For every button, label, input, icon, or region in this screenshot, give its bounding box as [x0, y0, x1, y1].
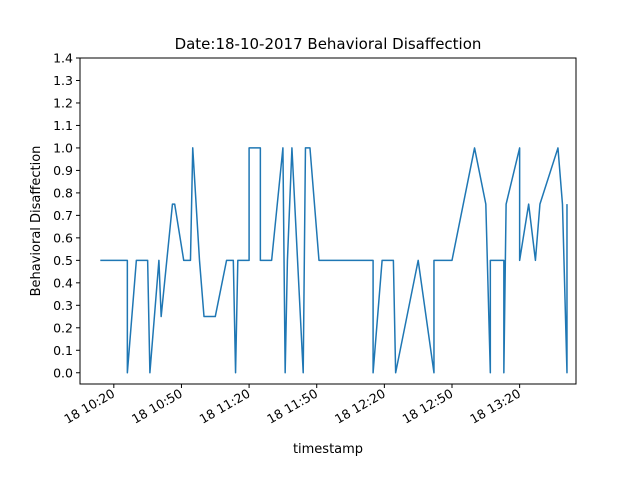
series-line: [100, 147, 568, 374]
y-axis: 0.0 0.1 0.2 0.3 0.4 0.5 0.6 0.7 0.8 0.9 1.0 1.1 1.2 1…: [53, 51, 80, 380]
y-tick-label: 1.2: [53, 95, 73, 110]
y-tick-label: 1.3: [53, 73, 73, 88]
plot-area: [100, 147, 568, 374]
y-tick-label: 0.8: [53, 185, 73, 200]
x-axis-label: timestamp: [293, 442, 363, 457]
y-tick-label: 0.1: [53, 343, 73, 358]
y-tick-label: 0.2: [53, 320, 73, 335]
y-tick-label: 0.7: [53, 208, 73, 223]
y-tick-label: 1.1: [53, 118, 73, 133]
chart-title: Date:18-10-2017 Behavioral Disaffection: [175, 35, 482, 53]
y-tick-label: 1.4: [53, 51, 73, 66]
y-tick-label: 0.3: [53, 298, 73, 313]
y-tick-label: 0.4: [53, 275, 73, 290]
y-tick-label: 0.0: [53, 365, 73, 380]
y-tick-label: 0.6: [53, 230, 73, 245]
y-axis-label: Behavioral Disaffection: [29, 146, 44, 297]
plot-frame: [79, 57, 577, 385]
y-tick-label: 0.5: [53, 253, 73, 268]
y-tick-label: 1.0: [53, 140, 73, 155]
y-tick-label: 0.9: [53, 163, 73, 178]
